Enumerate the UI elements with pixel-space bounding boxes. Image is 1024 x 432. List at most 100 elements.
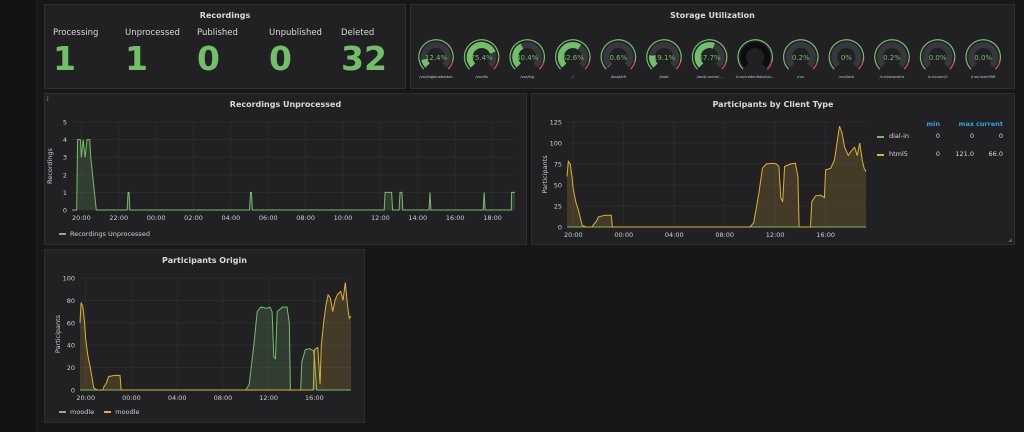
- gauge: 0% /run/lock: [828, 39, 865, 79]
- x-tick-label: 12:00: [371, 214, 390, 222]
- gauge-value: 0%: [841, 54, 852, 62]
- legend-label: moodle: [115, 408, 140, 416]
- y-tick-label: 4: [63, 136, 67, 144]
- gauge-threshold-critical: [630, 62, 636, 70]
- stat-label-deleted: Deleted: [341, 28, 375, 38]
- legend-row-html5[interactable]: html5 0 121.0 66.0: [877, 150, 1007, 168]
- gauge-threshold-ok: [828, 39, 865, 70]
- y-axis-label: Participants: [541, 155, 549, 194]
- legend-header-current[interactable]: current: [975, 120, 1003, 128]
- client-legend-table: min max current dial-in 0 0 0 html5 0 12…: [877, 120, 1007, 168]
- info-icon[interactable]: i: [47, 96, 49, 103]
- y-axis-label: Recordings: [46, 147, 54, 184]
- y-tick-label: 0: [558, 224, 562, 232]
- legend-item-moodle-2[interactable]: moodle: [104, 408, 140, 416]
- y-tick-label: 1: [63, 189, 67, 197]
- legend-swatch: [59, 411, 66, 413]
- legend-swatch: [877, 136, 884, 138]
- legend-current: 0: [998, 132, 1003, 140]
- x-tick-label: 04:00: [168, 394, 187, 402]
- gauge-threshold-critical: [949, 62, 955, 70]
- gauge-label: /boot/efi: [611, 75, 626, 79]
- origin-legend: moodle moodle: [59, 408, 140, 416]
- client-chart: 0 25 50 75 100 125 20:00 00:00 04:00 08:00 12:00 16…: [541, 119, 867, 239]
- x-tick-label: 06:00: [259, 214, 278, 222]
- resize-handle[interactable]: [1008, 238, 1012, 242]
- gauge-track: [968, 42, 999, 68]
- gauge-fill: [557, 42, 582, 68]
- client-title: Participants by Client Type: [712, 100, 834, 109]
- legend-min: 0: [935, 132, 940, 140]
- legend-header-min[interactable]: min: [926, 120, 940, 128]
- gauge-label: /root/.cache/...: [697, 75, 723, 79]
- y-tick-label: 0: [63, 207, 67, 215]
- gauge-threshold-critical: [766, 62, 773, 70]
- gauge-value: 62.6%: [562, 54, 585, 62]
- stat-label-unpublished: Unpublished: [269, 28, 322, 38]
- gauge-label: /run: [797, 75, 804, 79]
- legend-row-dial-in[interactable]: dial-in 0 0 0: [877, 132, 1007, 150]
- gauge-threshold-critical: [675, 62, 681, 70]
- gauge: 40.4% /var/log: [509, 39, 545, 79]
- y-tick-label: 80: [67, 297, 75, 305]
- stat-value-unprocessed: 1: [125, 39, 148, 78]
- y-tick-label: 75: [554, 161, 562, 169]
- gauge-track: [421, 42, 451, 68]
- stat-value-deleted: 32: [341, 39, 387, 78]
- gauge-fill: [466, 42, 496, 68]
- gauge-value: 0.2%: [883, 54, 901, 62]
- y-tick-label: 2: [63, 171, 67, 179]
- gauge-fill: [421, 58, 430, 68]
- legend-current: 66.0: [988, 150, 1003, 158]
- x-tick-label: 14:00: [408, 214, 427, 222]
- gauge-threshold-critical: [538, 62, 545, 70]
- x-tick-label: 22:00: [109, 214, 128, 222]
- x-tick-label: 00:00: [147, 214, 166, 222]
- legend-header-max[interactable]: max: [958, 120, 974, 128]
- gauge-threshold-ok: [646, 39, 682, 70]
- gauge-value: 40.4%: [516, 54, 539, 62]
- gauge-fill: [512, 43, 524, 68]
- legend-max: 121.0: [955, 150, 974, 158]
- gauge-label: /var/log: [520, 75, 534, 79]
- x-tick-label: 00:00: [614, 231, 633, 239]
- series-area: [567, 126, 866, 227]
- gauge-track: [785, 42, 816, 68]
- x-tick-label: 20:00: [72, 214, 91, 222]
- legend-label: moodle: [70, 408, 95, 416]
- gauge: 19.1% /boot: [646, 39, 682, 79]
- client-panel: Participants by Client Type 0 25 50 75 100 12…: [531, 93, 1015, 245]
- gauge: 0.6% /boot/efi: [600, 39, 637, 79]
- gauge-threshold-ok: [509, 39, 545, 70]
- gauge: 62.6% /: [555, 39, 591, 79]
- gauge-label: /run/credentials/sys...: [736, 75, 775, 79]
- y-tick-label: 20: [67, 364, 75, 372]
- series-line: [80, 306, 351, 391]
- gauge-value: 0.0%: [929, 54, 947, 62]
- unprocessed-legend[interactable]: Recordings Unprocessed: [59, 230, 150, 238]
- storage-panel: Storage Utilization 12.4% /var/bigbluebut…: [410, 4, 1015, 89]
- recordings-title: Recordings: [199, 11, 251, 20]
- stat-label-unprocessed: Unprocessed: [125, 28, 180, 38]
- x-tick-label: 04:00: [665, 231, 684, 239]
- gauge-label: /var/bigbluebutton: [419, 75, 452, 79]
- gauge-threshold-critical: [903, 62, 909, 70]
- legend-label: Recordings Unprocessed: [70, 230, 150, 238]
- x-tick-label: 16:00: [816, 231, 835, 239]
- gauge-value: 0.2%: [792, 54, 810, 62]
- gauge-value: 12.4%: [425, 54, 448, 62]
- unprocessed-chart: 0 1 2 3 4 5 20:00 22:00 00:00 02:00 04:00 06:00 08:0…: [46, 119, 515, 222]
- gauge-label: /run/lock: [839, 75, 856, 79]
- series-line: [566, 126, 867, 228]
- y-tick-label: 50: [554, 182, 562, 190]
- gauge-threshold-critical: [584, 62, 590, 70]
- unprocessed-title: Recordings Unprocessed: [229, 100, 342, 109]
- x-tick-label: 16:00: [446, 214, 465, 222]
- gauge: 75.4% /var/lib: [463, 39, 500, 79]
- legend-item-moodle-1[interactable]: moodle: [59, 408, 94, 416]
- x-tick-label: 08:00: [214, 394, 233, 402]
- x-tick-label: 12:00: [766, 231, 785, 239]
- x-tick-label: 10:00: [334, 214, 353, 222]
- gauge: 0.0% /run/user/0: [919, 39, 956, 79]
- stat-value-unpublished: 0: [269, 39, 292, 78]
